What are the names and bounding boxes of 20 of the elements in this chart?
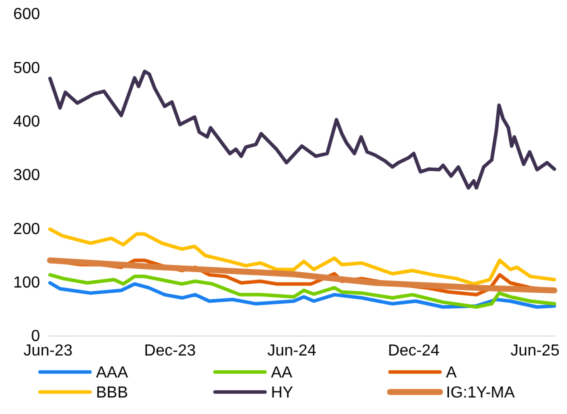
y-tick-label: 300	[13, 167, 40, 184]
y-tick-label: 100	[13, 274, 40, 292]
line-series	[48, 273, 556, 309]
legend-label: A	[446, 364, 457, 382]
legend-label: BBB	[96, 384, 128, 402]
x-tick-label: Jun-25	[510, 342, 560, 360]
legend-label: AAA	[96, 364, 128, 382]
legend-label: IG:1Y-MA	[446, 384, 516, 402]
x-tick-label: Dec-24	[388, 342, 440, 360]
line-series	[48, 227, 556, 286]
line-series	[48, 70, 556, 190]
y-tick-label: 200	[13, 220, 40, 238]
x-tick-label: Jun-24	[267, 342, 316, 360]
y-tick-label: 600	[13, 6, 40, 24]
y-tick-label: 500	[13, 60, 40, 77]
x-tick-label: Dec-23	[144, 342, 196, 360]
line-series	[48, 281, 556, 309]
y-tick-label: 400	[13, 113, 40, 130]
legend-label: HY	[271, 384, 294, 402]
legend-label: AA	[271, 364, 293, 382]
